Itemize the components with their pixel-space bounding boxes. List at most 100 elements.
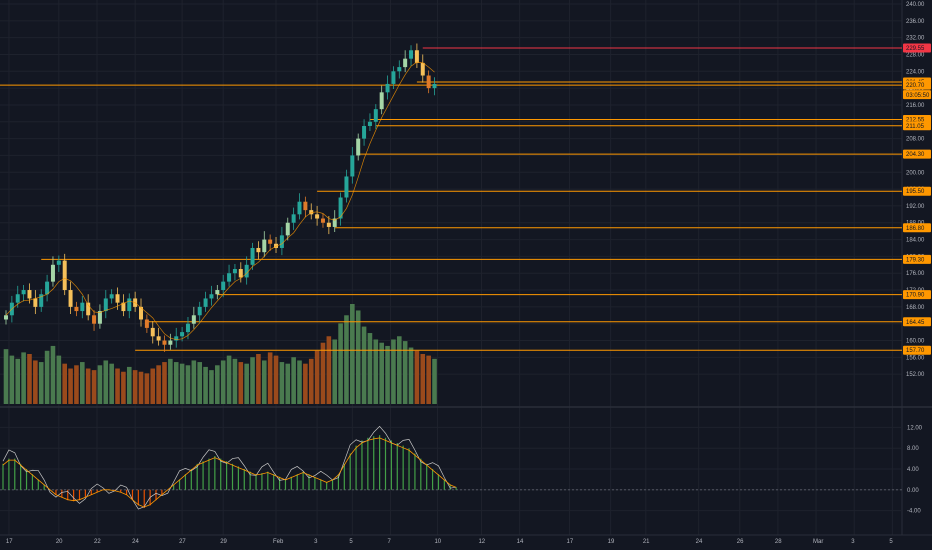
volume-bar [3,349,9,404]
level-tag-label: 170.90 [906,293,925,299]
candle-body [344,176,349,198]
candle-body [274,243,279,248]
candle-body [285,222,290,236]
volume-bar [303,363,308,404]
candle-body [279,235,284,248]
candle-body [92,315,97,324]
candle-body [86,302,91,316]
volume-bar [408,347,414,404]
price-tick-label: 232.00 [906,36,925,42]
volume-bar [250,357,255,404]
volume-bar [203,366,208,404]
candle-body [426,75,431,89]
candle-body [232,269,237,274]
time-tick-label: 12 [478,539,485,545]
candle-body [185,323,190,333]
candle-body [168,340,173,345]
osc-tick-label: 0.00 [907,488,919,494]
volume-bar [103,360,109,404]
candle-body [309,210,314,215]
volume-bar [396,336,402,404]
candle-body [432,83,437,89]
volume-bar [432,358,437,404]
level-tag [903,121,931,131]
volume-bar [38,362,44,404]
time-tick-label: Mar [813,539,823,545]
price-tick-label: 184.00 [906,238,925,244]
volume-bar [238,362,244,404]
volume-bar [15,358,21,404]
candle-body [332,218,337,227]
candle-body [144,319,149,328]
volume-bar [56,355,62,404]
time-tick-label: 14 [517,539,524,545]
level-tag-label: 229.55 [906,46,925,52]
volume-bar [285,363,291,404]
candle-body [97,311,102,324]
volume-bar [126,366,132,404]
volume-bar [361,326,367,404]
price-tick-label: 228.00 [906,52,925,58]
volume-bar [420,354,426,404]
volume-bar [355,310,361,404]
volume-bar [267,352,273,404]
volume-bar [50,345,56,404]
volume-bar [209,370,214,404]
price-tick-label: 168.00 [906,305,925,311]
volume-bar [115,368,120,404]
candle-body [150,327,155,337]
candle-body [403,58,408,68]
candle-body [39,294,44,307]
level-tag-label: 212.55 [906,117,925,123]
candle-body [15,294,20,303]
volume-bar [385,345,390,404]
price-tick-label: 152.00 [906,372,925,378]
ma-line [5,61,435,341]
candle-body [367,121,372,126]
time-tick-label: Feb [273,539,284,545]
price-tick-label: 236.00 [906,19,925,25]
time-tick-label: 24 [132,539,139,545]
volume-bar [179,363,185,404]
level-tag [903,345,931,355]
osc-signal-line [2,437,457,508]
volume-bar [185,365,191,404]
volume-bar [197,362,203,404]
volume-bar [244,363,249,404]
volume-bar [402,341,408,404]
time-tick-label: 5 [889,539,893,545]
time-tick-label: 27 [179,539,186,545]
candle-body [391,71,396,84]
candle-body [103,298,108,312]
level-tag-label: 164.45 [906,320,925,326]
price-tick-label: 160.00 [906,339,925,345]
volume-bar [373,339,379,404]
candle-body [191,315,196,324]
volume-bar [320,342,326,404]
volume-bar [326,336,332,404]
price-tick-label: 200.00 [906,170,925,176]
osc-line [2,425,457,510]
time-tick-label: 7 [387,539,391,545]
time-tick-label: 5 [349,539,353,545]
candle-body [238,269,243,278]
volume-bar [33,360,38,404]
candle-body [326,222,331,227]
candle-body [156,336,161,341]
time-tick-label: 24 [696,539,703,545]
level-tag-label: 211.05 [906,124,925,130]
countdown-tag [903,90,931,100]
candle-body [397,67,402,72]
osc-tick-label: 4.00 [907,467,919,473]
volume-bar [68,368,73,404]
volume-bar [338,323,343,404]
candle-body [21,290,26,295]
time-tick-label: 21 [643,539,650,545]
price-tick-label: 192.00 [906,204,925,210]
volume-bar [314,350,320,404]
candle-body [338,197,343,219]
volume-bar [109,363,114,404]
candle-body [262,239,267,253]
